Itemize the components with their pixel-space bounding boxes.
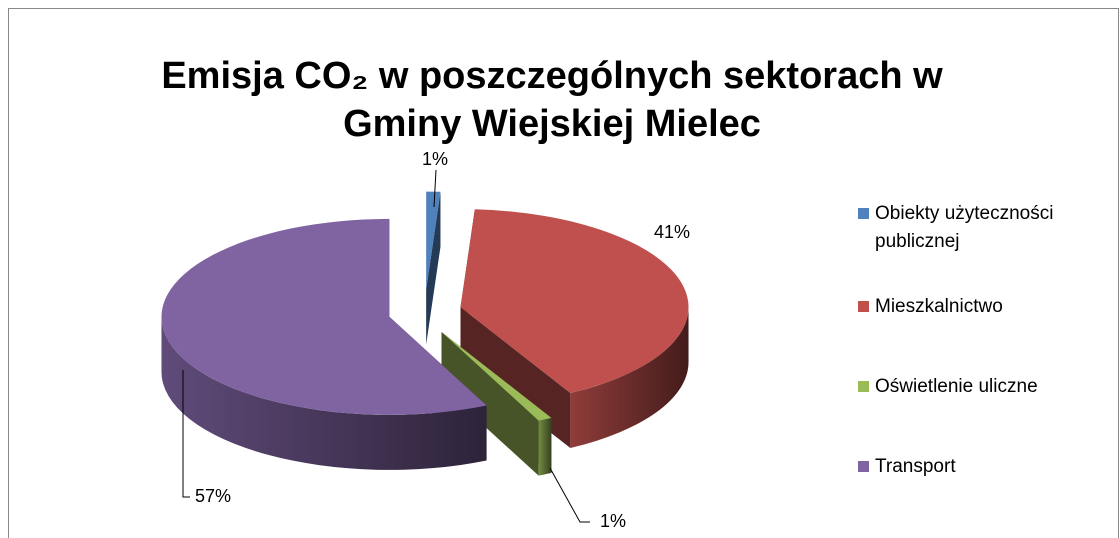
legend-label: Mieszkalnictwo bbox=[875, 296, 1003, 317]
leader-line bbox=[549, 467, 590, 523]
data-label: 1% bbox=[600, 511, 626, 531]
legend-label: Transport bbox=[875, 456, 956, 477]
legend-item: Transport bbox=[858, 453, 1108, 533]
chart-frame bbox=[8, 8, 1119, 538]
slice-wall bbox=[161, 316, 487, 470]
leader-line bbox=[182, 370, 190, 498]
legend-swatch bbox=[858, 461, 869, 472]
legend-swatch bbox=[858, 208, 869, 219]
legend-swatch bbox=[858, 301, 869, 312]
leader-line bbox=[433, 169, 437, 208]
slice-wall bbox=[570, 307, 689, 448]
chart-title: Gminy Wiejskiej Mielec bbox=[343, 103, 761, 145]
slice-face bbox=[426, 191, 441, 345]
legend-item: Obiekty użyteczności publicznej bbox=[858, 200, 1108, 293]
chart-title: Emisja CO₂ w poszczególnych sektorach w bbox=[161, 55, 943, 97]
slice bbox=[460, 209, 689, 393]
slice bbox=[426, 191, 441, 290]
slice bbox=[161, 218, 487, 415]
slice-face bbox=[441, 331, 539, 476]
legend-swatch bbox=[858, 381, 869, 392]
pie-tops bbox=[161, 191, 689, 421]
legend-item: Mieszkalnictwo bbox=[858, 293, 1108, 373]
slice-wall bbox=[538, 417, 552, 476]
data-label: 41% bbox=[654, 222, 690, 242]
pie: 1% 41% 1% 57% bbox=[161, 149, 690, 531]
legend: Obiekty użyteczności publicznej Mieszkaln… bbox=[858, 200, 1108, 533]
legend-label: Obiekty użyteczności publicznej bbox=[875, 203, 1054, 252]
slice bbox=[441, 331, 552, 421]
legend-item: Oświetlenie uliczne bbox=[858, 373, 1108, 453]
data-label: 1% bbox=[422, 149, 448, 169]
legend-label: Oświetlenie uliczne bbox=[875, 376, 1038, 397]
data-label: 57% bbox=[195, 486, 231, 506]
